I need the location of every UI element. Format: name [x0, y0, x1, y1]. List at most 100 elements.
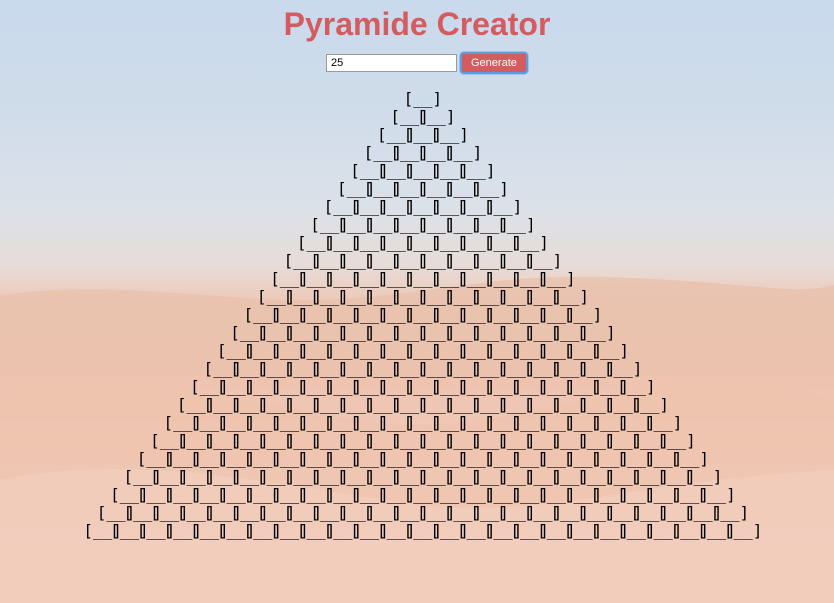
pyramid-brick: [__] [270, 305, 309, 324]
pyramid-row: [__] [__] [__] [__] [__] [__] [__] [__] [0, 216, 834, 234]
pyramid-brick: [__] [96, 503, 136, 522]
pyramid-brick: [__] [417, 287, 456, 306]
pyramid-brick: [__] [230, 503, 269, 522]
pyramid-brick: [__] [150, 431, 189, 450]
pyramid-brick: [__] [537, 269, 576, 288]
pyramid-brick: [__] [483, 305, 523, 324]
pyramid-brick: [__] [283, 323, 323, 342]
pyramid-brick: [__] [417, 503, 456, 522]
pyramid-brick: [__] [443, 323, 483, 342]
pyramid-brick: [__] [443, 143, 483, 162]
pyramid-row: [__] [__] [__] [__] [__] [__] [__] [__] [__] [__]… [0, 504, 834, 522]
pyramid-brick: [__] [470, 431, 509, 450]
pyramid-brick: [__] [123, 467, 162, 486]
row-count-input[interactable] [326, 54, 457, 72]
pyramid-brick: [__] [590, 485, 629, 504]
pyramid-brick: [__] [577, 431, 616, 450]
pyramid-brick: [__] [457, 341, 496, 360]
pyramid-brick: [__] [310, 215, 349, 234]
pyramid-brick: [__] [376, 521, 416, 540]
pyramid-brick: [__] [350, 449, 389, 468]
pyramid-brick: [__] [390, 179, 429, 198]
generate-button[interactable]: Generate [460, 52, 528, 74]
pyramid-brick: [__] [390, 143, 429, 162]
pyramid-brick: [__] [296, 449, 336, 468]
pyramid-brick: [__] [176, 431, 216, 450]
pyramid-brick: [__] [243, 521, 283, 540]
pyramid-brick: [__] [203, 359, 243, 378]
pyramid-brick: [__] [256, 323, 296, 342]
pyramid-brick: [__] [577, 323, 616, 342]
pyramid-brick: [__] [470, 179, 509, 198]
pyramid-brick: [__] [310, 251, 349, 270]
pyramid-brick: [__] [296, 341, 336, 360]
pyramid-brick: [__] [376, 161, 416, 180]
pyramid-brick: [__] [470, 287, 509, 306]
pyramid-brick: [__] [363, 359, 403, 378]
pyramid-brick: [__] [523, 323, 563, 342]
pyramid-brick: [__] [430, 413, 469, 432]
pyramid-brick: [__] [523, 287, 563, 306]
pyramid-brick: [__] [323, 341, 363, 360]
pyramid-brick: [__] [296, 485, 336, 504]
pyramid-brick: [__] [617, 413, 656, 432]
pyramid-brick: [__] [176, 467, 216, 486]
pyramid-brick: [__] [216, 413, 256, 432]
pyramid-brick: [__] [457, 197, 496, 216]
pyramid-brick: [__] [417, 251, 456, 270]
pyramid-brick: [__] [470, 323, 509, 342]
pyramid-row: [__] [__] [__] [__] [__] [__] [__] [__] [__] [0, 234, 834, 252]
pyramid-brick: [__] [390, 431, 429, 450]
pyramid-brick: [__] [617, 377, 656, 396]
pyramid-brick: [__] [510, 413, 549, 432]
pyramid-brick: [__] [470, 467, 509, 486]
pyramid-brick: [__] [363, 179, 403, 198]
pyramid-brick: [__] [563, 413, 603, 432]
pyramid-brick: [__] [376, 269, 416, 288]
pyramid-brick: [__] [710, 503, 750, 522]
pyramid-brick: [__] [390, 215, 429, 234]
pyramid-brick: [__] [363, 215, 403, 234]
pyramid-brick: [__] [670, 521, 710, 540]
pyramid-brick: [__] [523, 359, 563, 378]
pyramid-brick: [__] [683, 503, 723, 522]
pyramid-brick: [__] [390, 359, 429, 378]
pyramid-brick: [__] [563, 341, 603, 360]
pyramid-brick: [__] [563, 485, 603, 504]
pyramid-brick: [__] [230, 323, 269, 342]
pyramid-brick: [__] [550, 323, 589, 342]
pyramid-brick: [__] [577, 467, 616, 486]
pyramid-brick: [__] [537, 449, 576, 468]
pyramid-brick: [__] [230, 359, 269, 378]
pyramid-brick: [__] [323, 485, 363, 504]
pyramid-brick: [__] [376, 197, 416, 216]
pyramid-brick: [__] [336, 359, 376, 378]
pyramid-brick: [__] [483, 413, 523, 432]
pyramid-brick: [__] [230, 431, 269, 450]
pyramid-brick: [__] [430, 161, 469, 180]
pyramid-brick: [__] [163, 485, 202, 504]
pyramid-brick: [__] [417, 143, 456, 162]
pyramid-brick: [__] [363, 251, 403, 270]
pyramid-brick: [__] [190, 521, 229, 540]
pyramid-brick: [__] [457, 377, 496, 396]
pyramid-brick: [__] [336, 323, 376, 342]
pyramid-brick: [__] [590, 377, 629, 396]
pyramid-brick: [__] [643, 449, 683, 468]
pyramid-brick: [__] [323, 413, 363, 432]
pyramid-brick: [__] [403, 269, 443, 288]
pyramid-brick: [__] [470, 215, 509, 234]
pyramid-brick: [__] [603, 359, 643, 378]
pyramid-brick: [__] [110, 485, 149, 504]
pyramid-brick: [__] [243, 449, 283, 468]
pyramid-row: [__] [0, 90, 834, 108]
pyramid-brick: [__] [510, 377, 549, 396]
pyramid-brick: [__] [296, 269, 336, 288]
pyramid-brick: [__] [550, 431, 589, 450]
pyramid-brick: [__] [470, 395, 509, 414]
pyramid-brick: [__] [390, 323, 429, 342]
pyramid-brick: [__] [457, 269, 496, 288]
pyramid-brick: [__] [510, 485, 549, 504]
pyramid-row: [__] [__] [__] [__] [__] [__] [__] [__] [__] [__]… [0, 414, 834, 432]
